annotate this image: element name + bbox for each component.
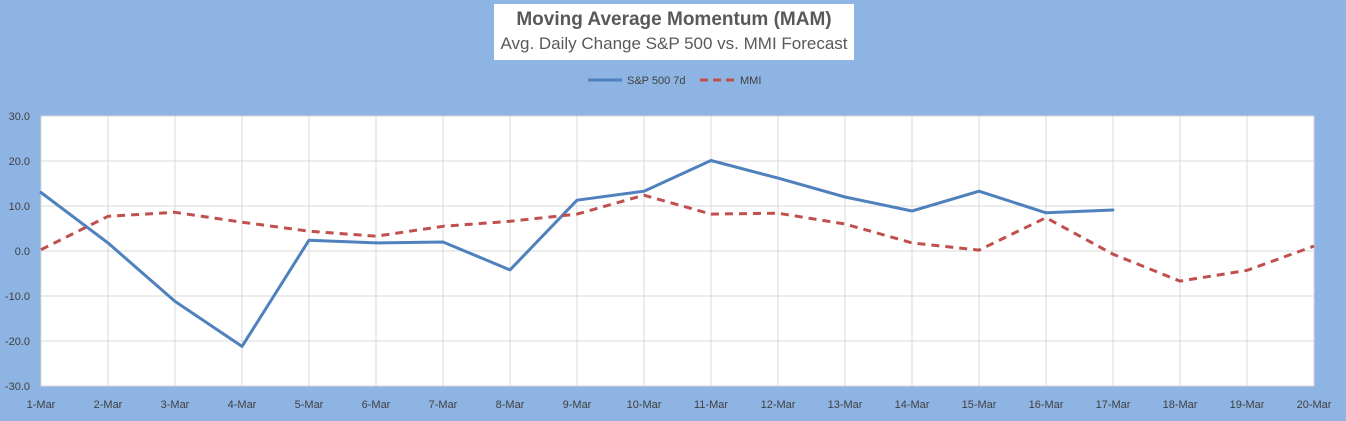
plot-border: [40, 115, 1315, 387]
y-tick-label: 30.0: [9, 111, 30, 123]
x-tick-label: 3-Mar: [161, 399, 190, 411]
series-group: [39, 159, 1315, 348]
x-tick-label: 15-Mar: [962, 399, 997, 411]
x-tick-label: 13-Mar: [828, 399, 863, 411]
x-tick-label: 9-Mar: [563, 399, 592, 411]
x-tick-label: 17-Mar: [1096, 399, 1131, 411]
x-tick-label: 6-Mar: [362, 399, 391, 411]
legend: S&P 500 7d MMI: [588, 75, 761, 87]
x-tick-label: 7-Mar: [429, 399, 458, 411]
y-tick-label: -20.0: [5, 336, 30, 348]
x-tick-label: 1-Mar: [27, 399, 56, 411]
x-tick-label: 8-Mar: [496, 399, 525, 411]
x-tick-label: 18-Mar: [1163, 399, 1198, 411]
x-tick-label: 20-Mar: [1297, 399, 1332, 411]
x-tick-label: 2-Mar: [94, 399, 123, 411]
series-line-mmi: [40, 193, 1315, 283]
x-tick-label: 4-Mar: [228, 399, 257, 411]
chart-title: Moving Average Momentum (MAM): [516, 9, 832, 30]
chart-subtitle: Avg. Daily Change S&P 500 vs. MMI Foreca…: [500, 34, 848, 53]
x-tick-label: 19-Mar: [1230, 399, 1265, 411]
x-tick-label: 11-Mar: [694, 399, 728, 411]
x-tick-label: 10-Mar: [627, 399, 662, 411]
x-tick-label: 5-Mar: [295, 399, 324, 411]
y-tick-label: -10.0: [5, 291, 30, 303]
y-tick-label: -30.0: [5, 381, 30, 393]
y-tick-label: 20.0: [9, 156, 30, 168]
legend-label: S&P 500 7d: [627, 75, 686, 87]
series-line-sp500: [39, 159, 1115, 348]
x-tick-label: 14-Mar: [895, 399, 930, 411]
x-axis-ticks: 1-Mar 2-Mar 3-Mar 4-Mar 5-Mar 6-Mar 7-Mar 8-Mar…: [27, 399, 1332, 411]
y-tick-label: 0.0: [15, 246, 30, 258]
x-tick-label: 16-Mar: [1029, 399, 1064, 411]
title-box: Moving Average Momentum (MAM) Avg. Daily…: [494, 4, 854, 60]
x-tick-label: 12-Mar: [761, 399, 796, 411]
y-tick-label: 10.0: [9, 201, 30, 213]
legend-label: MMI: [740, 75, 761, 87]
y-axis-ticks: 30.0 20.0 10.0 0.0 -10.0 -20.0 -30.0: [5, 111, 30, 393]
